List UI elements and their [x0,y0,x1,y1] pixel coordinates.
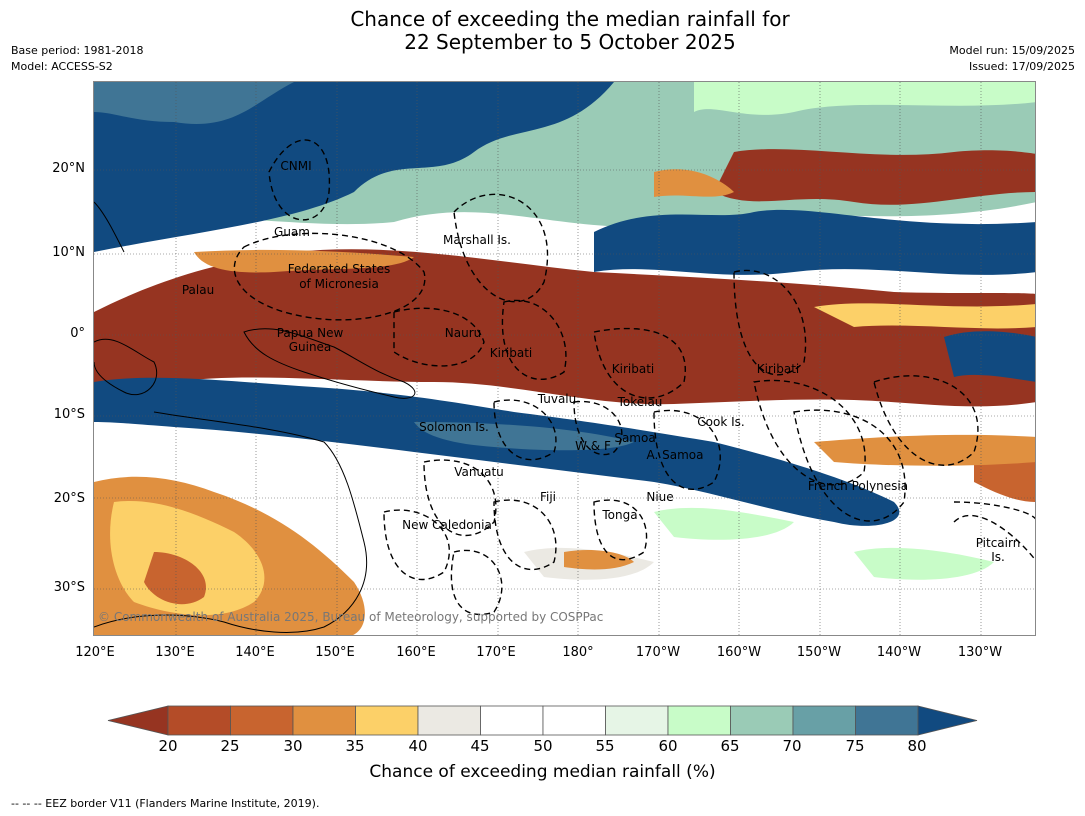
place-pitcairn-2: Is. [991,550,1005,564]
cbar-tick-60: 60 [658,737,678,755]
place-cook: Cook Is. [697,415,745,429]
place-png-2: Guinea [288,340,332,354]
eez-legend: -- -- -- EEZ border V11 (Flanders Marine… [11,797,320,810]
cbar-cell-70_75 [792,705,856,736]
place-guam: Guam [274,225,310,239]
lat-label-20n: 20°N [52,161,85,176]
place-fsm-1: Federated States [287,262,391,276]
place-fiji: Fiji [539,490,557,504]
lon-label-130e: 130°E [155,645,195,660]
place-png-1: Papua New [276,326,344,340]
place-tokelau: Tokelau [617,395,663,409]
place-palau: Palau [181,283,215,297]
lat-label-10s: 10°S [53,407,85,422]
place-marshall: Marshall Is. [443,233,511,247]
meta-right: Model run: 15/09/2025 Issued: 17/09/2025 [949,43,1075,75]
cbar-tick-65: 65 [720,737,740,755]
cbar-cell-30_35 [292,705,356,736]
cbar-tick-45: 45 [470,737,490,755]
place-niue: Niue [646,490,674,504]
cbar-cell-20_25 [167,705,231,736]
lon-label-170e: 170°E [476,645,516,660]
cbar-tick-50: 50 [533,737,553,755]
colorbar-label: Chance of exceeding median rainfall (%) [369,762,716,782]
cbar-cell-65_70 [730,705,794,736]
model-run: Model run: 15/09/2025 [949,44,1075,57]
cbar-tick-30: 30 [283,737,303,755]
cbar-cell-40_45 [417,705,481,736]
lon-label-180: 180° [562,645,594,660]
cbar-tick-20: 20 [158,737,178,755]
lon-label-150w: 150°W [796,645,842,660]
place-tonga: Tonga [602,508,638,522]
cbar-extend-low [107,705,169,736]
place-pitcairn-1: Pitcairn [975,536,1021,550]
cbar-tick-70: 70 [782,737,802,755]
place-cnmi: CNMI [280,159,312,173]
lat-label-20s: 20°S [53,491,85,506]
issued-date: Issued: 17/09/2025 [968,60,1075,73]
place-solomon: Solomon Is. [419,420,489,434]
cbar-cell-75_80 [855,705,919,736]
place-french-polynesia: French Polynesia [807,479,909,493]
lat-label-0: 0° [70,326,85,341]
lon-label-160e: 160°E [396,645,436,660]
cbar-cell-25_30 [230,705,294,736]
title-line-1: Chance of exceeding the median rainfall … [350,7,790,31]
lon-label-170w: 170°W [635,645,681,660]
cbar-cell-60_65 [667,705,731,736]
cbar-cell-55_60 [605,705,669,736]
place-tuvalu: Tuvalu [537,392,577,406]
map-canvas [94,82,1035,635]
lon-label-160w: 160°W [716,645,762,660]
cbar-tick-80: 80 [907,737,927,755]
cbar-tick-40: 40 [408,737,428,755]
place-kiribati-central: Kiribati [611,362,655,376]
model-name: Model: ACCESS-S2 [11,60,113,73]
place-nauru: Nauru [444,326,482,340]
lon-label-140w: 140°W [876,645,922,660]
title-line-2: 22 September to 5 October 2025 [404,30,736,54]
place-fsm-2: of Micronesia [299,277,379,291]
place-samoa: Samoa [614,431,656,445]
place-american-samoa: A. Samoa [646,448,704,462]
colorbar [107,705,978,736]
cbar-cell-45_50 [480,705,544,736]
place-vanuatu: Vanuatu [454,465,504,479]
cbar-tick-55: 55 [595,737,615,755]
cbar-cell-50_55 [542,705,606,736]
cbar-extend-high [917,705,978,736]
cbar-tick-25: 25 [220,737,240,755]
lon-label-150e: 150°E [315,645,355,660]
rainfall-map [93,81,1036,636]
base-period: Base period: 1981-2018 [11,44,144,57]
place-kiribati-east: Kiribati [756,362,800,376]
place-new-caledonia: New Caledonia [402,518,492,532]
place-wallis-futuna: W & F [575,439,611,453]
lon-label-130w: 130°W [957,645,1003,660]
lon-label-120e: 120°E [75,645,115,660]
copyright-notice: © Commonwealth of Australia 2025, Bureau… [98,610,604,624]
lat-label-30s: 30°S [53,580,85,595]
cbar-cell-35_40 [355,705,419,736]
lon-label-140e: 140°E [235,645,275,660]
meta-left: Base period: 1981-2018 Model: ACCESS-S2 [11,43,143,75]
place-kiribati-west: Kiribati [489,346,533,360]
cbar-tick-75: 75 [845,737,865,755]
lat-label-10n: 10°N [52,245,85,260]
cbar-tick-35: 35 [345,737,365,755]
